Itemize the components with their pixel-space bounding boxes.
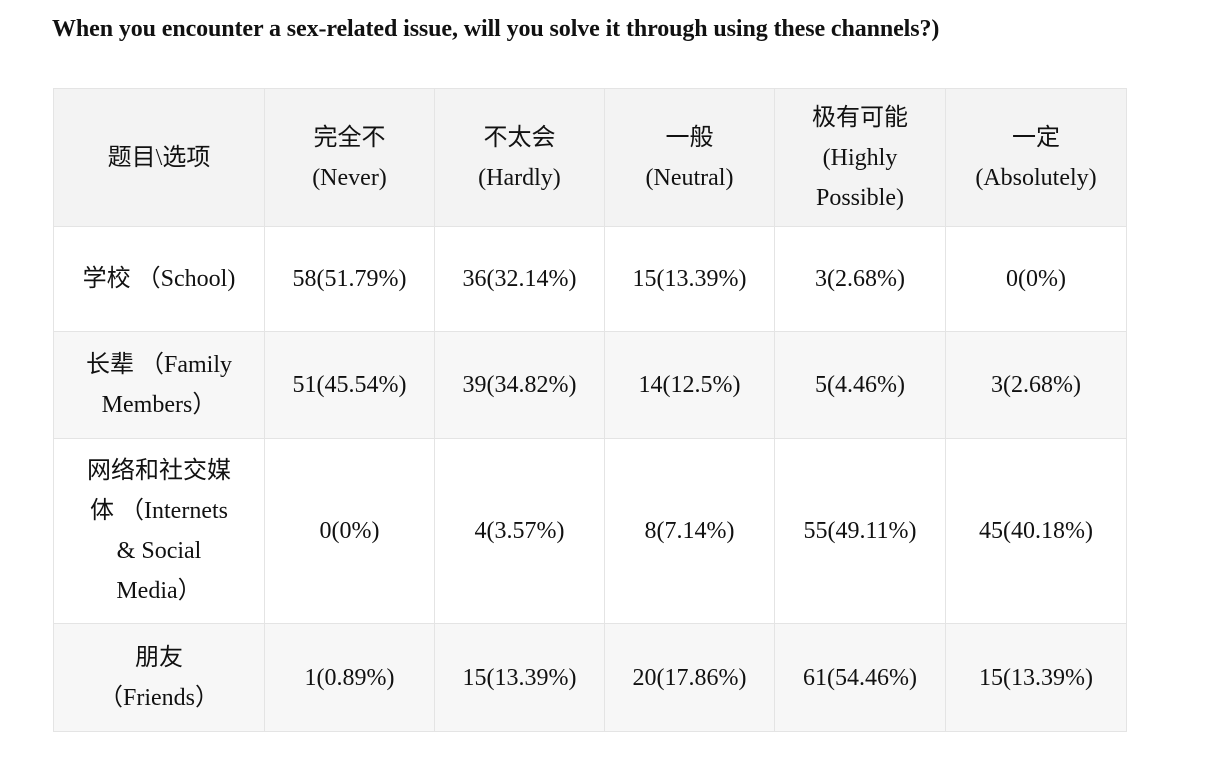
row-label-family-members: 长辈 （Family Members） bbox=[53, 331, 265, 439]
row-label-internet-social-media: 网络和社交媒 体 （Internets & Social Media） bbox=[53, 438, 265, 624]
table-cell: 15(13.39%) bbox=[604, 226, 775, 332]
table-cell: 3(2.68%) bbox=[945, 331, 1127, 439]
header-highly-possible: 极有可能 (Highly Possible) bbox=[774, 88, 946, 227]
row-label-line: （Friends） bbox=[99, 684, 219, 711]
header-absolutely: 一定 (Absolutely) bbox=[945, 88, 1127, 227]
row-label-friends: 朋友 （Friends） bbox=[53, 623, 265, 732]
row-label-line: 长辈 （Family bbox=[85, 352, 232, 378]
table-cell: 39(34.82%) bbox=[434, 331, 605, 439]
survey-table: 题目\选项 完全不 (Never) 不太会 (Hardly) 一般 (Neutr… bbox=[53, 88, 1127, 732]
row-label-line: 朋友 bbox=[135, 644, 183, 671]
row-label-line: & Social bbox=[116, 538, 202, 564]
table-cell: 0(0%) bbox=[264, 438, 435, 624]
table-row: 网络和社交媒 体 （Internets & Social Media） 0(0%… bbox=[53, 438, 1127, 624]
table-cell: 55(49.11%) bbox=[774, 438, 946, 624]
table-cell: 51(45.54%) bbox=[264, 331, 435, 439]
row-label-line: 体 （Internets bbox=[90, 498, 228, 524]
table-cell: 0(0%) bbox=[945, 226, 1127, 332]
header-absolutely-cn: 一定 bbox=[1012, 124, 1060, 151]
table-row: 长辈 （Family Members） 51(45.54%) 39(34.82%… bbox=[53, 331, 1127, 439]
header-highly-possible-en-2: Possible) bbox=[815, 184, 904, 211]
row-label-school: 学校 （School) bbox=[53, 226, 265, 332]
row-label-line: 网络和社交媒 bbox=[87, 458, 231, 484]
table-cell: 3(2.68%) bbox=[774, 226, 946, 332]
header-neutral-cn: 一般 bbox=[665, 124, 714, 151]
row-label-line: Members） bbox=[101, 392, 217, 418]
header-highly-possible-en-1: (Highly bbox=[822, 144, 898, 171]
table-cell: 1(0.89%) bbox=[264, 623, 435, 732]
table-cell: 61(54.46%) bbox=[774, 623, 946, 732]
header-hardly: 不太会 (Hardly) bbox=[434, 88, 605, 227]
header-hardly-en: (Hardly) bbox=[478, 164, 561, 191]
header-hardly-cn: 不太会 bbox=[483, 124, 556, 151]
header-row: 题目\选项 完全不 (Never) 不太会 (Hardly) 一般 (Neutr… bbox=[53, 88, 1127, 227]
table-row: 学校 （School) 58(51.79%) 36(32.14%) 15(13.… bbox=[53, 226, 1127, 332]
table-cell: 5(4.46%) bbox=[774, 331, 946, 439]
row-label-line: Media） bbox=[116, 578, 202, 604]
header-neutral: 一般 (Neutral) bbox=[604, 88, 775, 227]
header-never: 完全不 (Never) bbox=[264, 88, 435, 227]
header-corner: 题目\选项 bbox=[53, 88, 265, 227]
table-row: 朋友 （Friends） 1(0.89%) 15(13.39%) 20(17.8… bbox=[53, 623, 1127, 732]
header-highly-possible-cn: 极有可能 bbox=[812, 104, 908, 131]
table-cell: 14(12.5%) bbox=[604, 331, 775, 439]
header-absolutely-en: (Absolutely) bbox=[975, 164, 1097, 191]
header-never-en: (Never) bbox=[312, 164, 387, 191]
header-neutral-en: (Neutral) bbox=[645, 164, 734, 191]
table-cell: 15(13.39%) bbox=[945, 623, 1127, 732]
header-never-cn: 完全不 bbox=[313, 124, 386, 151]
row-label-line: 学校 （School) bbox=[82, 266, 236, 292]
table-cell: 8(7.14%) bbox=[604, 438, 775, 624]
table-cell: 15(13.39%) bbox=[434, 623, 605, 732]
table-cell: 4(3.57%) bbox=[434, 438, 605, 624]
table-cell: 20(17.86%) bbox=[604, 623, 775, 732]
table-cell: 58(51.79%) bbox=[264, 226, 435, 332]
table-title: When you encounter a sex-related issue, … bbox=[52, 16, 940, 42]
table-cell: 45(40.18%) bbox=[945, 438, 1127, 624]
table-cell: 36(32.14%) bbox=[434, 226, 605, 332]
